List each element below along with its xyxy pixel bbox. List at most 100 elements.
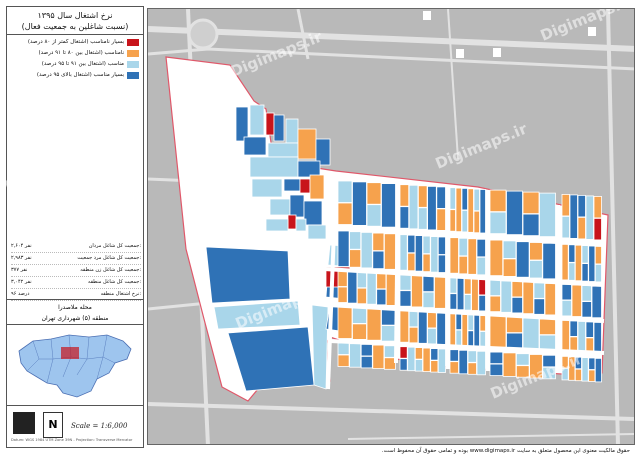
parcel [458,349,468,375]
inset-city-outline [18,334,132,398]
parcel [561,367,569,381]
stat-key: جمعیت کل شاغل مرد جمعیت: [77,255,141,261]
parcel [349,231,362,250]
parcel [522,317,540,351]
parcel [581,357,589,382]
parcel [533,282,545,299]
parcel [489,351,504,365]
parcel [399,346,408,359]
stat-value: ۳,۰۴۲ نفر [11,279,32,285]
parcel [568,262,576,281]
legend-swatch [127,72,139,79]
parcel [381,183,396,228]
parcel [561,299,572,317]
parcel [430,236,439,273]
legend-label: بسیار نامناسب (اشتغال کمتر از ۸۰ درصد) [27,39,124,45]
parcel [581,285,592,302]
parcel [467,238,477,275]
parcel [489,279,501,297]
parcel [539,192,556,238]
parcel [434,276,446,309]
parcel [467,188,474,233]
legend-item: بسیار مناسب (اشتغال بالای ۹۵ درصد) [7,70,143,81]
parcel [561,355,569,369]
parcel [376,288,387,306]
parcel [449,277,458,294]
parcel [337,230,350,267]
parcel [449,209,456,232]
parcel [455,313,462,331]
parcel [542,354,556,368]
parcel [417,207,428,230]
parcel [515,365,530,378]
parcel [581,245,589,264]
legend-label: نامناسب (اشتغال بین ۸۰ تا ۹۱ درصد) [38,50,125,56]
parcel [366,182,382,205]
parcel [515,241,530,278]
parcel [408,326,419,344]
district-name: منطقه (۵) شهرداری تهران [41,315,109,322]
parcel [456,277,465,311]
map-canvas[interactable]: Digimaps.ir Digimaps.ir Digimaps.ir Digi… [147,8,635,445]
parcel [479,315,486,332]
parcel [366,272,377,305]
parcel [356,287,367,305]
parcel [506,332,523,350]
parcel [408,184,419,230]
parcel [542,242,556,280]
parcel [352,307,367,324]
parcel [381,325,396,342]
parcel [360,355,373,369]
street-network [148,9,634,444]
parcel [502,240,517,259]
parcel [407,234,416,254]
parcel [414,347,423,360]
parcel [473,188,480,212]
parcel [467,314,474,331]
parcel [574,356,582,370]
parcel [461,313,468,347]
stat-value: ۲,۹۸۳ نفر [11,255,32,261]
stat-row: جمعیت کل شاغل زن منطقه: ۳۷۷ نفر [11,265,141,277]
parcel [427,311,437,329]
parcel [337,202,353,225]
parcel [529,354,543,379]
parcel [422,347,431,373]
legend-swatch [127,39,139,46]
parcel [593,217,602,241]
legend: بسیار نامناسب (اشتغال کمتر از ۸۰ درصد) ن… [7,37,143,81]
parcel [571,284,582,317]
parcel [430,360,439,373]
parcel [489,315,507,349]
parcel [383,357,396,370]
parcel [473,210,480,234]
parcel [561,243,569,281]
parcel [593,195,602,219]
parcel [522,191,540,215]
parcel [588,245,596,282]
parcel [476,238,486,258]
parcel [372,344,385,370]
parcel [422,275,435,293]
legend-label: مناسب (اشتغال بین ۹۱ تا ۹۵ درصد) [41,61,124,67]
parcel [561,283,572,301]
parcel [581,263,589,282]
parcel [422,291,435,309]
legend-item: نامناسب (اشتغال بین ۸۰ تا ۹۱ درصد) [7,48,143,59]
parcel [455,329,462,347]
parcel [476,256,486,276]
parcel [467,330,474,347]
parcel [437,254,446,273]
map-title-line1: نرخ اشتغال سال ۱۳۹۵ [37,11,113,20]
parcel [489,239,504,277]
parcel [533,298,545,315]
parcel [489,295,501,313]
parcel [511,296,523,314]
parcel [506,316,523,334]
stat-row: نرخ اشتغال منطقه: ۹۶ درصد [11,289,141,301]
parking-icon [423,11,596,58]
parcel [422,253,431,273]
parcel [417,311,428,344]
parcel [383,233,396,270]
parcel [455,187,462,233]
